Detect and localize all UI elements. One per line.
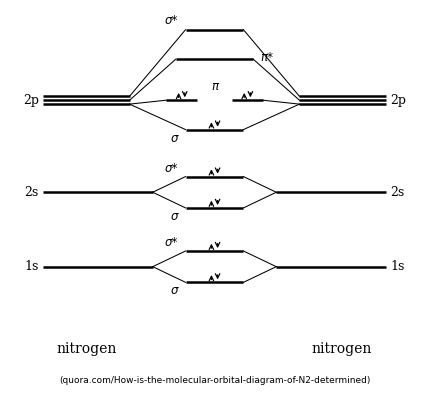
Text: π*: π*: [261, 51, 274, 64]
Text: σ*: σ*: [164, 13, 178, 27]
Text: σ: σ: [170, 284, 178, 297]
Text: σ*: σ*: [164, 236, 178, 249]
Text: 2p: 2p: [390, 94, 406, 107]
Text: π: π: [211, 80, 218, 93]
Text: σ: σ: [170, 210, 178, 223]
Text: (quora.com/How-is-the-molecular-orbital-diagram-of-N2-determined): (quora.com/How-is-the-molecular-orbital-…: [59, 376, 370, 385]
Text: 2p: 2p: [23, 94, 39, 107]
Text: 1s: 1s: [24, 260, 39, 273]
Text: 2s: 2s: [390, 186, 405, 199]
Text: 1s: 1s: [390, 260, 405, 273]
Text: 2s: 2s: [24, 186, 39, 199]
Text: σ: σ: [170, 132, 178, 145]
Text: nitrogen: nitrogen: [57, 342, 117, 356]
Text: nitrogen: nitrogen: [312, 342, 372, 356]
Text: σ*: σ*: [164, 162, 178, 175]
